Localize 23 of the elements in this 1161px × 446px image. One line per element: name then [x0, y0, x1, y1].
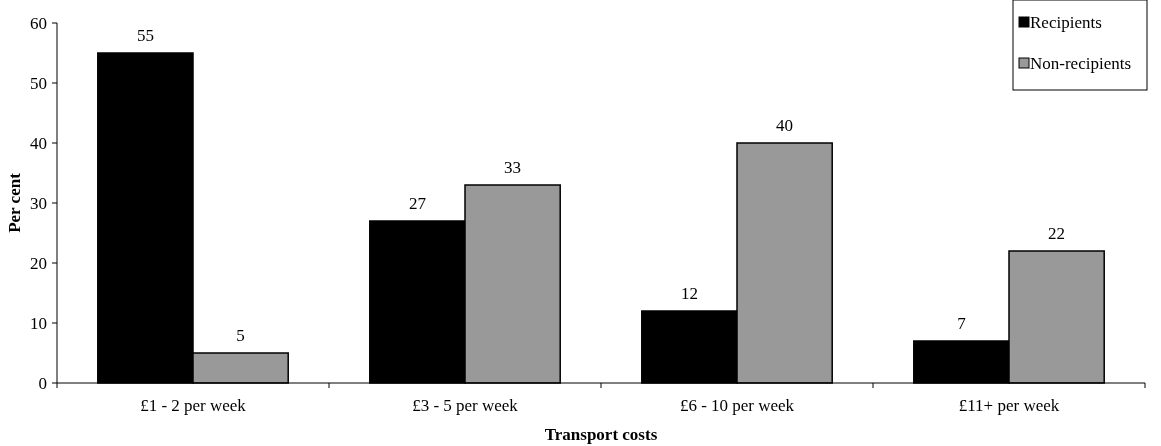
y-tick-label: 10	[30, 313, 47, 333]
data-label: 27	[408, 194, 427, 213]
data-label: 33	[504, 158, 522, 177]
data-label: 40	[776, 116, 794, 135]
x-axis-title: Transport costs	[544, 425, 658, 444]
y-tick-label: 60	[30, 13, 47, 33]
y-tick-label: 0	[38, 373, 47, 393]
data-label: 7	[957, 314, 967, 333]
data-label: 12	[680, 284, 698, 303]
y-axis-title: Per cent	[5, 172, 24, 233]
y-tick-label: 30	[30, 193, 47, 213]
data-label: 22	[1048, 224, 1066, 243]
data-label: 5	[236, 326, 245, 345]
x-tick-label: £6 - 10 per week	[679, 396, 795, 415]
y-tick-label: 40	[30, 133, 47, 153]
y-tick-label: 50	[30, 73, 47, 93]
legend-label: Non-recipients	[1030, 53, 1132, 73]
legend-label: Recipients	[1030, 12, 1102, 32]
y-tick-label: 20	[30, 253, 47, 273]
x-tick-label: £1 - 2 per week	[140, 396, 247, 415]
x-tick-label: £3 - 5 per week	[412, 396, 519, 415]
data-label: 55	[136, 26, 154, 45]
x-tick-label: £11+ per week	[958, 396, 1060, 415]
